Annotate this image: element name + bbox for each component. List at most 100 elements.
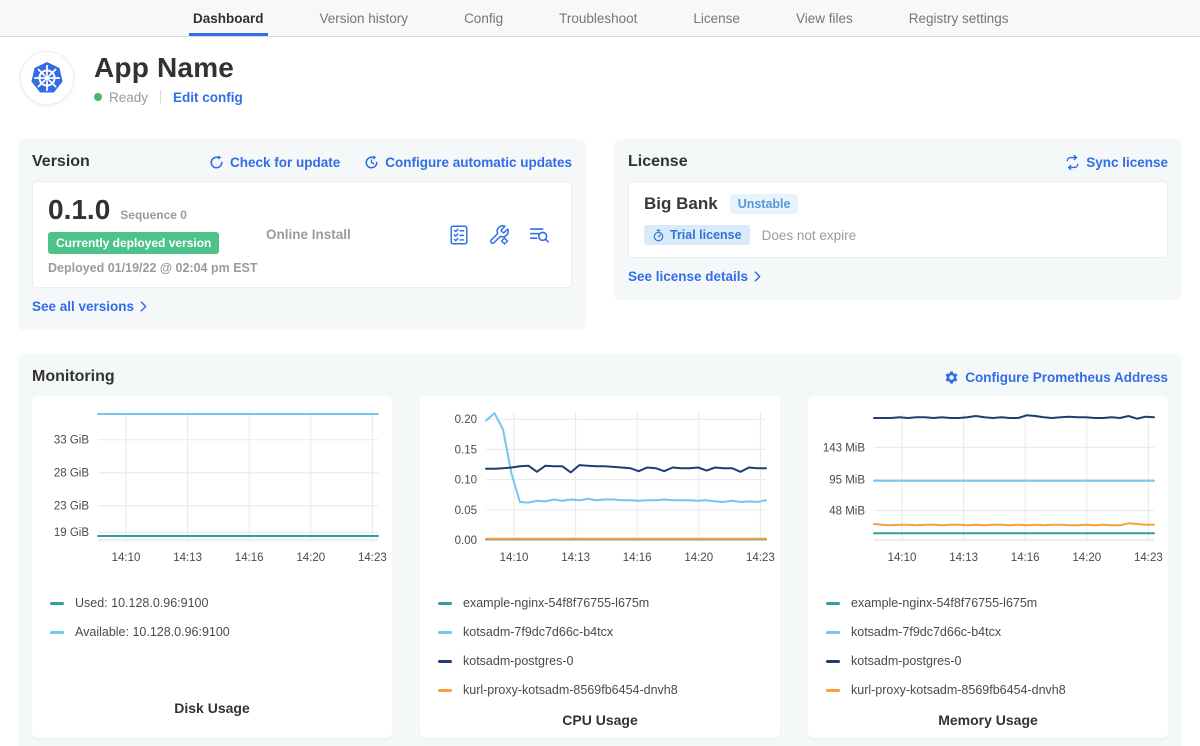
svg-text:33 GiB: 33 GiB xyxy=(54,435,89,447)
svg-text:0.05: 0.05 xyxy=(455,505,477,517)
stopwatch-icon xyxy=(652,229,665,242)
legend-color-swatch xyxy=(438,689,452,692)
svg-text:14:13: 14:13 xyxy=(173,552,202,564)
legend-item: kurl-proxy-kotsadm-8569fb6454-dnvh8 xyxy=(826,683,1168,697)
current-version-row: 0.1.0 Sequence 0 Currently deployed vers… xyxy=(32,181,572,288)
monitoring-heading: Monitoring xyxy=(32,368,115,386)
svg-text:14:23: 14:23 xyxy=(746,552,775,564)
svg-text:0.20: 0.20 xyxy=(455,414,477,426)
legend-color-swatch xyxy=(826,660,840,663)
legend-item: example-nginx-54f8f76755-l675m xyxy=(826,596,1168,610)
tab-registry-settings[interactable]: Registry settings xyxy=(905,0,1013,36)
license-details-row: Big Bank Unstable Trial license Does not… xyxy=(628,181,1168,258)
tab-license[interactable]: License xyxy=(689,0,744,36)
svg-text:0.10: 0.10 xyxy=(455,475,477,487)
legend-item: kotsadm-7f9dc7d66c-b4tcx xyxy=(438,625,780,639)
cpu-usage-plot: 0.20 0.15 0.10 0.05 0.00 14:10 14:13 14:16 14:20… xyxy=(420,396,780,584)
legend-color-swatch xyxy=(438,631,452,634)
configure-automatic-updates-link[interactable]: Configure automatic updates xyxy=(364,155,572,170)
chart-title: Memory Usage xyxy=(808,712,1168,738)
page-title: App Name xyxy=(94,52,243,84)
chevron-right-icon xyxy=(140,301,147,312)
svg-text:14:13: 14:13 xyxy=(949,552,978,564)
svg-text:14:10: 14:10 xyxy=(500,552,529,564)
version-card: Version Check for update Configure au xyxy=(18,139,586,330)
svg-text:48 MiB: 48 MiB xyxy=(829,506,865,518)
app-logo xyxy=(20,51,74,105)
tab-config[interactable]: Config xyxy=(460,0,507,36)
legend-label: kurl-proxy-kotsadm-8569fb6454-dnvh8 xyxy=(463,683,678,697)
svg-text:14:10: 14:10 xyxy=(112,552,141,564)
app-status: Ready xyxy=(109,90,148,105)
cpu-usage-chart-card: 0.20 0.15 0.10 0.05 0.00 14:10 14:13 14:16 14:20… xyxy=(420,396,780,738)
license-name: Big Bank xyxy=(644,194,718,214)
svg-text:14:20: 14:20 xyxy=(296,552,325,564)
svg-text:19 GiB: 19 GiB xyxy=(54,527,89,539)
sync-license-link[interactable]: Sync license xyxy=(1065,155,1168,170)
legend-label: kotsadm-postgres-0 xyxy=(851,654,961,668)
configure-prometheus-link[interactable]: Configure Prometheus Address xyxy=(944,370,1168,385)
svg-text:0.00: 0.00 xyxy=(455,535,477,547)
deployed-badge: Currently deployed version xyxy=(48,232,219,254)
legend-label: kotsadm-postgres-0 xyxy=(463,654,573,668)
svg-text:0.15: 0.15 xyxy=(455,444,477,456)
refresh-icon xyxy=(209,155,224,170)
svg-text:28 GiB: 28 GiB xyxy=(54,468,89,480)
svg-text:23 GiB: 23 GiB xyxy=(54,501,89,513)
legend-item: Used: 10.128.0.96:9100 xyxy=(50,596,392,610)
app-header: App Name Ready Edit config xyxy=(0,37,1200,105)
legend-color-swatch xyxy=(438,660,452,663)
license-card: License Sync license Big Bank Unstable xyxy=(614,139,1182,300)
preflight-checks-icon[interactable] xyxy=(448,224,470,246)
version-number: 0.1.0 xyxy=(48,194,110,226)
legend-label: kotsadm-7f9dc7d66c-b4tcx xyxy=(463,625,613,639)
svg-text:14:16: 14:16 xyxy=(235,552,264,564)
top-nav: Dashboard Version history Config Troublesho… xyxy=(0,0,1200,37)
svg-text:14:10: 14:10 xyxy=(888,552,917,564)
svg-text:14:16: 14:16 xyxy=(623,552,652,564)
channel-badge: Unstable xyxy=(730,194,799,214)
config-wrench-icon[interactable] xyxy=(488,224,510,246)
memory-usage-legend: example-nginx-54f8f76755-l675m kotsadm-7f… xyxy=(808,584,1168,712)
tab-dashboard[interactable]: Dashboard xyxy=(189,0,268,36)
license-expiration: Does not expire xyxy=(762,228,857,243)
see-license-details-link[interactable]: See license details xyxy=(628,269,761,284)
legend-label: kotsadm-7f9dc7d66c-b4tcx xyxy=(851,625,1001,639)
legend-color-swatch xyxy=(50,631,64,634)
divider xyxy=(160,90,161,104)
status-dot-icon xyxy=(94,93,102,101)
legend-label: Available: 10.128.0.96:9100 xyxy=(75,625,230,639)
svg-text:14:20: 14:20 xyxy=(1072,552,1101,564)
legend-item: kurl-proxy-kotsadm-8569fb6454-dnvh8 xyxy=(438,683,780,697)
legend-label: example-nginx-54f8f76755-l675m xyxy=(463,596,649,610)
clock-refresh-icon xyxy=(364,155,379,170)
memory-usage-chart-card: 143 MiB 95 MiB 48 MiB 14:10 14:13 14:16 14:20 1… xyxy=(808,396,1168,738)
legend-label: kurl-proxy-kotsadm-8569fb6454-dnvh8 xyxy=(851,683,1066,697)
tab-version-history[interactable]: Version history xyxy=(316,0,413,36)
svg-text:14:23: 14:23 xyxy=(358,552,387,564)
svg-text:14:20: 14:20 xyxy=(684,552,713,564)
svg-text:14:16: 14:16 xyxy=(1011,552,1040,564)
deployed-timestamp: Deployed 01/19/22 @ 02:04 pm EST xyxy=(48,261,266,275)
svg-text:143 MiB: 143 MiB xyxy=(823,442,866,454)
edit-config-link[interactable]: Edit config xyxy=(173,90,243,105)
svg-text:95 MiB: 95 MiB xyxy=(829,474,865,486)
chart-title: CPU Usage xyxy=(420,712,780,738)
check-for-update-link[interactable]: Check for update xyxy=(209,155,340,170)
sync-icon xyxy=(1065,155,1080,170)
view-files-search-icon[interactable] xyxy=(528,224,550,246)
tab-view-files[interactable]: View files xyxy=(792,0,857,36)
legend-label: example-nginx-54f8f76755-l675m xyxy=(851,596,1037,610)
tab-troubleshoot[interactable]: Troubleshoot xyxy=(555,0,641,36)
license-heading: License xyxy=(628,153,688,171)
install-type-label: Online Install xyxy=(266,227,351,242)
license-type-badge: Trial license xyxy=(644,225,750,245)
kubernetes-icon xyxy=(27,58,67,98)
version-heading: Version xyxy=(32,153,90,171)
see-all-versions-link[interactable]: See all versions xyxy=(32,299,147,314)
legend-color-swatch xyxy=(438,602,452,605)
svg-text:14:23: 14:23 xyxy=(1134,552,1163,564)
memory-usage-plot: 143 MiB 95 MiB 48 MiB 14:10 14:13 14:16 14:20 1… xyxy=(808,396,1168,584)
legend-color-swatch xyxy=(50,602,64,605)
svg-text:14:13: 14:13 xyxy=(561,552,590,564)
